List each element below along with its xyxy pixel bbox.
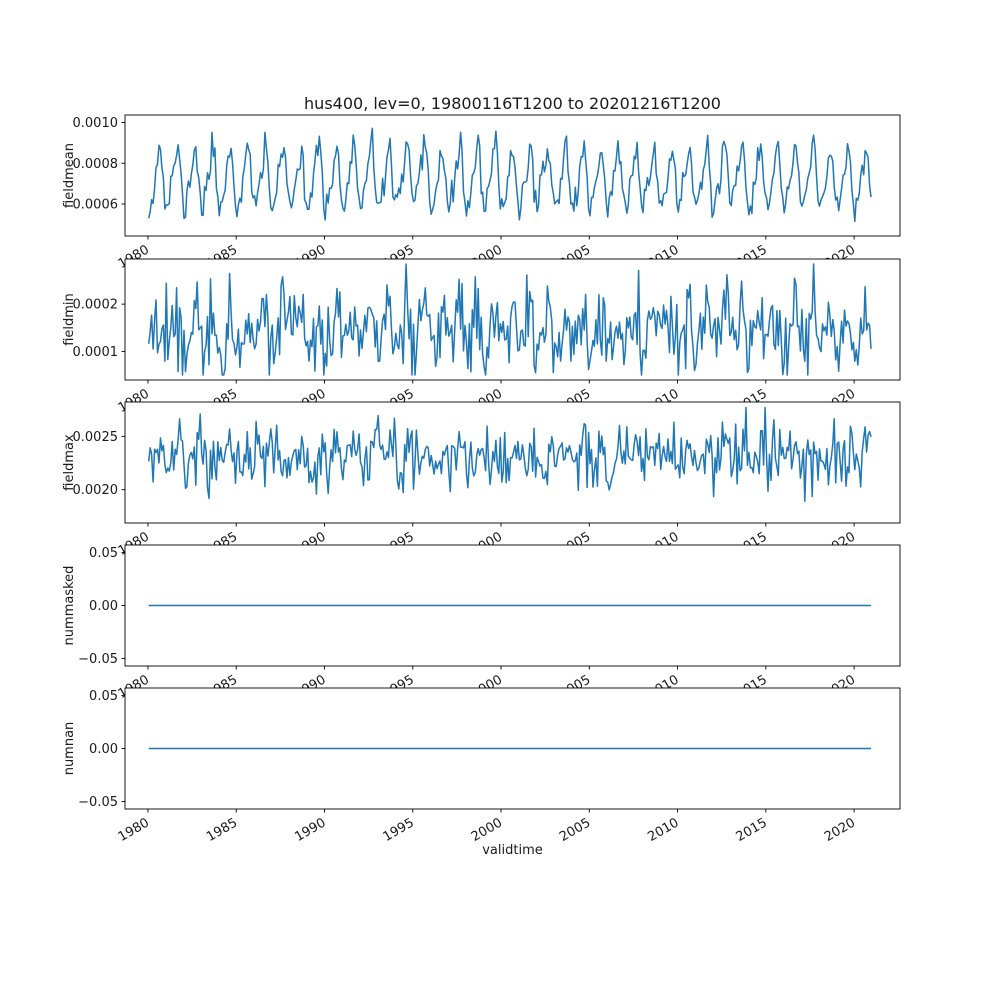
x-tick-label: 2000 [469,815,505,845]
series-line-fieldmean [147,127,872,223]
y-tick-label: −0.05 [78,795,118,810]
x-tick-label: 2015 [734,815,770,845]
x-tick-label: 1990 [292,815,328,845]
x-tick-label: 2020 [822,815,858,845]
axes-frame-fieldmean [124,114,901,237]
y-tick-label: 0.05 [89,689,118,704]
axes-frame-fieldmax [124,401,901,524]
x-axis-label: validtime [482,843,543,858]
y-tick-label: 0.0020 [73,483,119,498]
y-tick-label: 0.05 [89,546,118,561]
x-tick-label: 1995 [381,815,417,845]
y-tick-label: 0.0008 [73,157,119,172]
y-tick-label: 0.0010 [73,116,119,131]
series-line-fieldmin [147,263,872,376]
y-tick-label: 0.00 [89,742,118,757]
x-tick-label: 2005 [557,815,593,845]
axes-frame-fieldmin [124,258,901,381]
y-tick-label: 0.0006 [73,198,119,213]
x-tick-label: 1980 [116,815,152,845]
x-tick-label: 1985 [204,815,240,845]
y-tick-label: −0.05 [78,652,118,667]
series-line-fieldmax [147,406,872,502]
chart-title: hus400, lev=0, 19800116T1200 to 20201216… [304,94,721,113]
y-tick-label: 0.00 [89,599,118,614]
y-tick-label: 0.0025 [73,430,119,445]
y-tick-label: 0.0002 [73,298,119,313]
y-tick-label: 0.0001 [73,345,119,360]
x-tick-label: 2010 [645,815,681,845]
